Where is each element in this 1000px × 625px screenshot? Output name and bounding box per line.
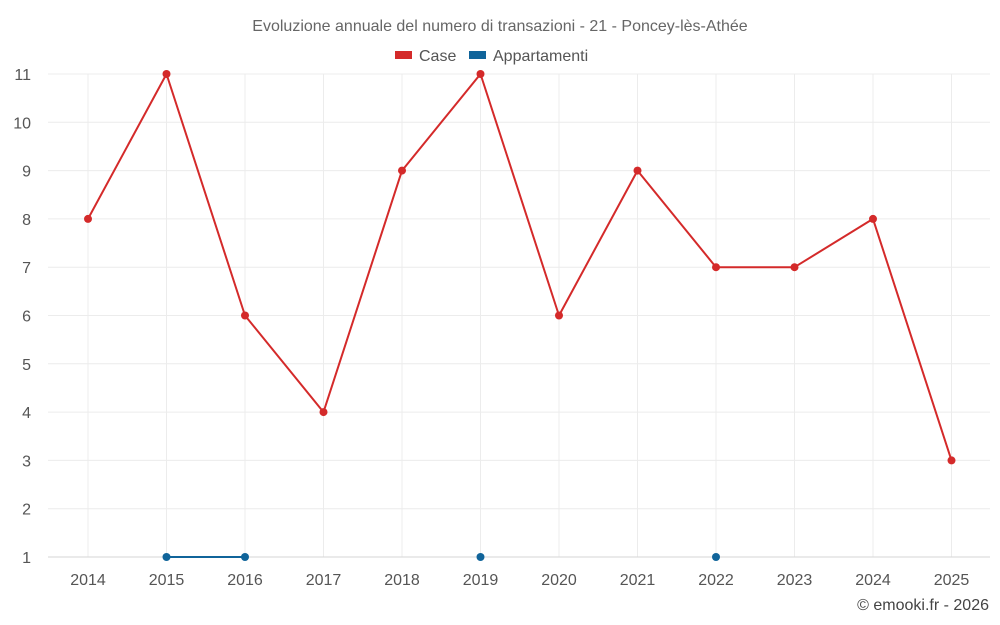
data-point-appartamenti[interactable] (162, 553, 171, 561)
legend-swatch-case (395, 51, 412, 59)
data-point-case[interactable] (162, 70, 171, 78)
chart-title: Evoluzione annuale del numero di transaz… (252, 18, 748, 35)
data-point-case[interactable] (241, 311, 249, 320)
axes: 1 2 3 4 5 6 7 8 9 10 11 2014 2015 2016 2017 2018 2019 202… (13, 67, 990, 589)
data-point-case[interactable] (947, 456, 956, 465)
legend-label-appartamenti: Appartamenti (493, 48, 588, 65)
y-tick-label: 10 (13, 115, 31, 132)
data-point-case[interactable] (712, 263, 720, 272)
legend: Case Appartamenti (395, 48, 588, 65)
data-point-case[interactable] (869, 214, 877, 223)
x-tick-label: 2023 (777, 572, 813, 589)
credit-text: © emooki.fr - 2026 (857, 597, 989, 614)
y-tick-label: 11 (14, 67, 31, 84)
y-tick-label: 1 (22, 550, 31, 567)
x-tick-label: 2022 (698, 572, 734, 589)
x-tick-label: 2019 (463, 572, 499, 589)
y-tick-label: 3 (22, 453, 31, 470)
data-point-case[interactable] (790, 263, 799, 272)
y-tick-label: 9 (22, 164, 31, 181)
y-tick-label: 2 (22, 502, 31, 519)
legend-item-case[interactable]: Case (395, 48, 456, 65)
series-line-case (87, 73, 953, 461)
legend-label-case: Case (419, 48, 456, 65)
legend-swatch-appartamenti (469, 51, 486, 59)
x-tick-label: 2015 (149, 572, 185, 589)
y-tick-label: 6 (22, 309, 31, 326)
data-point-appartamenti[interactable] (241, 553, 249, 561)
x-tick-label: 2014 (70, 572, 106, 589)
y-tick-label: 8 (22, 212, 31, 229)
data-point-case[interactable] (84, 214, 92, 223)
series-appartamenti (162, 553, 720, 561)
data-point-case[interactable] (633, 166, 642, 175)
x-tick-label: 2021 (620, 572, 656, 589)
series (84, 70, 956, 561)
y-tick-label: 4 (22, 405, 31, 422)
data-point-case[interactable] (398, 166, 406, 175)
data-point-appartamenti[interactable] (712, 553, 720, 561)
y-tick-label: 5 (22, 357, 31, 374)
x-tick-label: 2024 (855, 572, 891, 589)
x-tick-label: 2016 (227, 572, 263, 589)
data-point-case[interactable] (319, 408, 328, 417)
x-tick-label: 2017 (306, 572, 342, 589)
legend-item-appartamenti[interactable]: Appartamenti (469, 48, 588, 65)
x-tick-label: 2018 (384, 572, 420, 589)
data-point-appartamenti[interactable] (476, 553, 485, 561)
data-point-case[interactable] (476, 70, 485, 78)
series-case (84, 70, 956, 465)
x-tick-label: 2020 (541, 572, 577, 589)
y-tick-label: 7 (22, 260, 31, 277)
data-point-case[interactable] (555, 311, 563, 320)
x-tick-label: 2025 (934, 572, 970, 589)
